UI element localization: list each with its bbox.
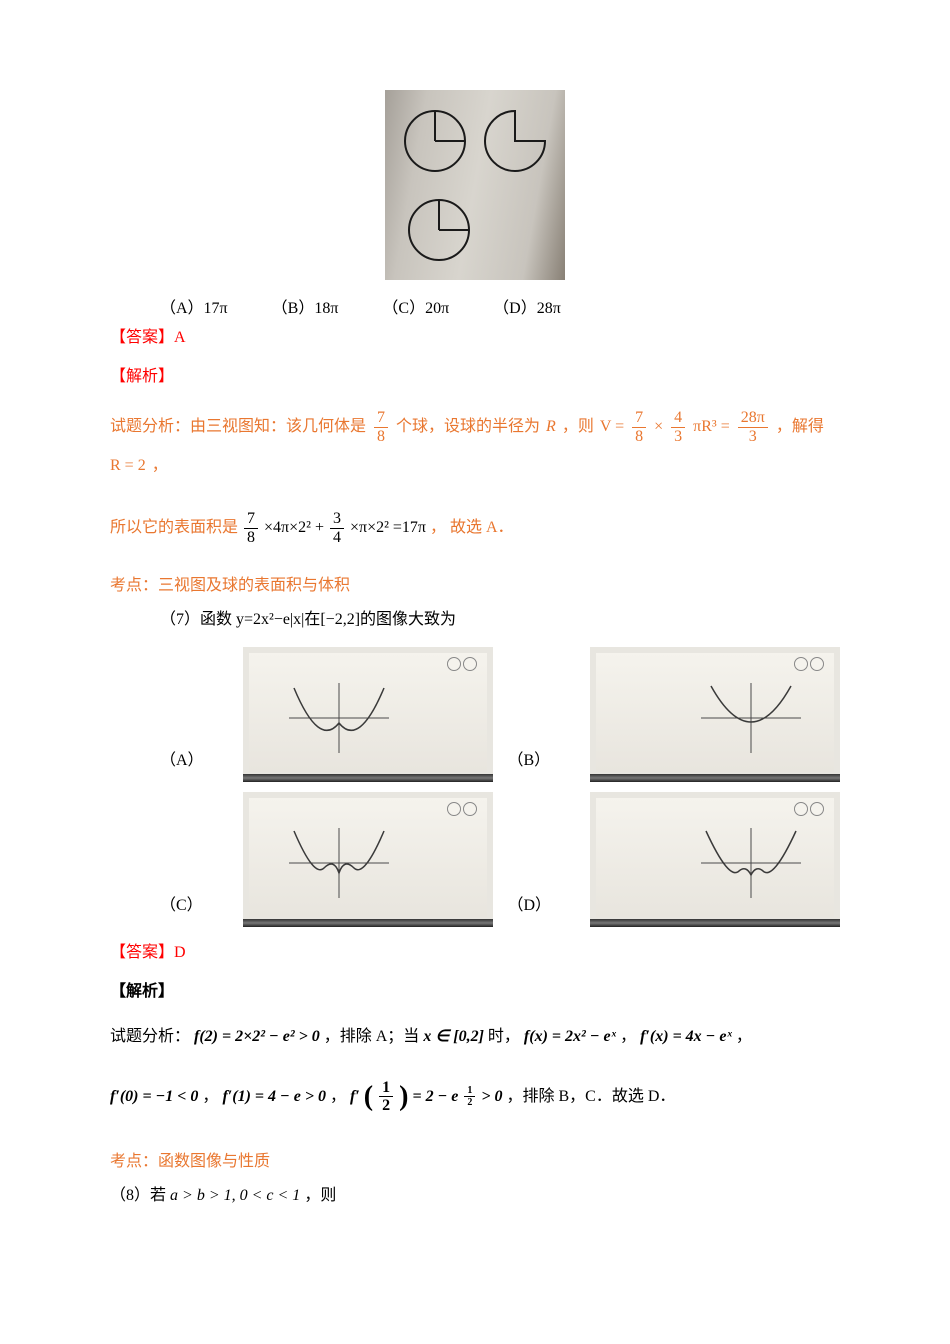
q6-kaodian: 考点：三视图及球的表面积与体积: [110, 572, 840, 601]
chart-a: [279, 678, 399, 758]
q8-then: ，则: [304, 1187, 336, 1204]
sp2: ×π×2² =17π: [350, 514, 426, 543]
l2e-post: = 2 − e: [412, 1079, 458, 1114]
l2d: ，: [330, 1079, 346, 1114]
q7-analysis-line2: f′(0) = −1 < 0 ， f′(1) = 4 − e > 0 ， f′ …: [110, 1066, 840, 1128]
sp1: ×4π×2² +: [264, 514, 324, 543]
shadow-b: [590, 774, 840, 782]
tiny-icons-a: [447, 657, 477, 671]
l1f: f(x) = 2x² − eˣ: [524, 1028, 616, 1045]
option-b: （B）18π: [272, 300, 339, 317]
circle-top-right: [479, 105, 551, 177]
text-prefix: 试题分析：由三视图知：该几何体是: [110, 413, 366, 442]
l2-exp: 1 2: [464, 1085, 475, 1108]
l2g: ，排除 B，C．故选 D．: [507, 1079, 676, 1114]
l1b: f(2) = 2×2² − e² > 0: [194, 1028, 320, 1045]
paper-d: [596, 798, 834, 917]
l1c: ，排除 A；当: [324, 1028, 420, 1045]
q8-prefix: （8）若: [110, 1187, 166, 1204]
shadow-c: [243, 919, 493, 927]
circle-bottom-left: [403, 194, 475, 266]
label-d: （D）: [508, 892, 576, 927]
l1g: ，: [620, 1028, 636, 1045]
paren-close: ): [399, 1066, 408, 1128]
l2c: f′(1) = 4 − e > 0: [222, 1079, 326, 1114]
q8-cond: a > b > 1, 0 < c < 1: [170, 1187, 300, 1204]
frac-7-8: 7 8: [374, 409, 388, 445]
v-eq: V =: [600, 413, 624, 442]
thumb-a: [243, 647, 493, 782]
paper-a: [249, 653, 487, 772]
paren-open: (: [364, 1066, 373, 1128]
r-eq-2: R = 2: [110, 452, 146, 481]
sf1: 7 8: [244, 510, 258, 546]
chart-c: [279, 823, 399, 903]
tiny-icons-d: [794, 802, 824, 816]
comma: ，: [152, 452, 168, 481]
tiny-icons-b: [794, 657, 824, 671]
three-view-figure: [385, 90, 565, 280]
rest: πR³ =: [693, 413, 730, 442]
l2b: ，: [202, 1079, 218, 1114]
solve: ，解得: [776, 413, 824, 442]
q6-surface-line: 所以它的表面积是 7 8 ×4π×2² + 3 4 ×π×2² =17π ， 故…: [110, 510, 840, 546]
label-a: （A）: [160, 747, 228, 782]
option-c: （C）20π: [382, 300, 449, 317]
circle-top-left: [399, 105, 471, 177]
l1h: f′(x) = 4x − eˣ: [640, 1028, 732, 1045]
l2a: f′(0) = −1 < 0: [110, 1079, 198, 1114]
chart-b: [691, 678, 811, 758]
chart-d: [691, 823, 811, 903]
vf1: 7 8: [632, 409, 646, 445]
then: ，则: [562, 413, 594, 442]
q7-analysis-label: 【解析】: [110, 978, 840, 1007]
l1e: 时，: [488, 1028, 520, 1045]
l2f: > 0: [481, 1079, 502, 1114]
shadow-d: [590, 919, 840, 927]
thumb-d: [590, 792, 840, 927]
l2-frac: 1 2: [379, 1079, 393, 1115]
q6-options: （A）17π （B）18π （C）20π （D）28π: [110, 295, 840, 324]
circle-bottom-row: [395, 194, 555, 266]
tiny-icons-c: [447, 802, 477, 816]
q7-graph-grid: （A） （B） （C）: [160, 647, 840, 927]
q7-kaodian: 考点：函数图像与性质: [110, 1148, 840, 1177]
q7-analysis-line1: 试题分析： f(2) = 2×2² − e² > 0 ，排除 A；当 x ∈ […: [110, 1019, 840, 1054]
q6-analysis-line1: 试题分析：由三视图知：该几何体是 7 8 个球，设球的半径为 R ，则 V = …: [110, 409, 840, 480]
q7-question: （7）函数 y=2x²−e|x|在[−2,2]的图像大致为: [110, 606, 840, 635]
option-a: （A）17π: [160, 300, 228, 317]
q6-analysis-label: 【解析】: [110, 363, 840, 392]
l1a: 试题分析：: [110, 1028, 190, 1045]
vf2: 4 3: [671, 409, 685, 445]
q7-answer: 【答案】D: [110, 939, 840, 968]
q6-answer: 【答案】A: [110, 324, 840, 353]
q7-question-text: （7）函数 y=2x²−e|x|在[−2,2]的图像大致为: [160, 611, 456, 628]
thumb-b: [590, 647, 840, 782]
l2e-pre: f′: [350, 1079, 360, 1114]
surf-prefix: 所以它的表面积是: [110, 514, 238, 543]
thumb-c: [243, 792, 493, 927]
times1: ×: [654, 413, 663, 442]
q8-line: （8）若 a > b > 1, 0 < c < 1 ，则: [110, 1182, 840, 1211]
label-c: （C）: [160, 892, 228, 927]
shadow-a: [243, 774, 493, 782]
l1i: ，: [736, 1028, 752, 1045]
concl: ， 故选 A．: [430, 514, 514, 543]
label-b: （B）: [508, 747, 576, 782]
paper-c: [249, 798, 487, 917]
sf2: 3 4: [330, 510, 344, 546]
option-d: （D）28π: [493, 300, 561, 317]
vf3: 28π 3: [738, 409, 768, 445]
text2: 个球，设球的半径为: [396, 413, 540, 442]
paper-b: [596, 653, 834, 772]
l1d: x ∈ [0,2]: [423, 1028, 484, 1045]
var-r: R: [546, 413, 556, 442]
